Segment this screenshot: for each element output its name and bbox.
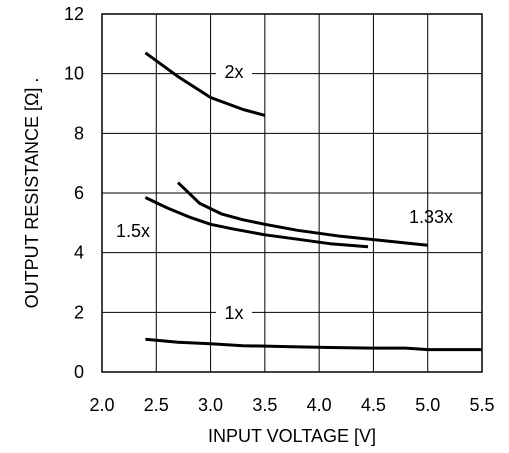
plot-frame bbox=[101, 13, 483, 373]
y-tick-label: 10 bbox=[64, 64, 84, 84]
x-tick-label: 4.0 bbox=[307, 395, 332, 415]
y-tick-label: 4 bbox=[74, 243, 84, 263]
x-tick-label: 4.5 bbox=[361, 395, 386, 415]
x-tick-label: 2.5 bbox=[144, 395, 169, 415]
x-tick-labels: 2.0 2.5 3.0 3.5 4.0 4.5 5.0 5.5 bbox=[89, 395, 494, 415]
series-label: 1.5x bbox=[116, 221, 150, 241]
series-label: 1x bbox=[224, 303, 243, 323]
x-tick-label: 2.0 bbox=[89, 395, 114, 415]
y-tick-label: 12 bbox=[64, 4, 84, 24]
series-label-background bbox=[216, 60, 252, 84]
y-tick-label: 8 bbox=[74, 123, 84, 143]
series-label: 1.33x bbox=[409, 207, 453, 227]
x-tick-label: 3.5 bbox=[252, 395, 277, 415]
y-axis-title: OUTPUT RESISTANCE [Ω] . bbox=[22, 78, 42, 309]
y-tick-labels: 0 2 4 6 8 10 12 bbox=[64, 4, 84, 382]
series-labels: 2x 1.5x 1.33x 1x bbox=[116, 60, 453, 325]
x-tick-label: 5.0 bbox=[415, 395, 440, 415]
y-tick-label: 2 bbox=[74, 302, 84, 322]
series-label: 2x bbox=[224, 62, 243, 82]
x-tick-label: 5.5 bbox=[469, 395, 494, 415]
series-line bbox=[144, 196, 369, 249]
x-axis-title: INPUT VOLTAGE [V] bbox=[208, 426, 376, 446]
series-line bbox=[176, 181, 428, 247]
series-label-background bbox=[216, 301, 252, 325]
grid bbox=[101, 13, 483, 373]
y-tick-label: 6 bbox=[74, 183, 84, 203]
series-line bbox=[144, 51, 266, 117]
y-tick-label: 0 bbox=[74, 362, 84, 382]
series-line bbox=[145, 337, 482, 352]
series-lines bbox=[144, 51, 482, 352]
x-tick-label: 3.0 bbox=[198, 395, 223, 415]
